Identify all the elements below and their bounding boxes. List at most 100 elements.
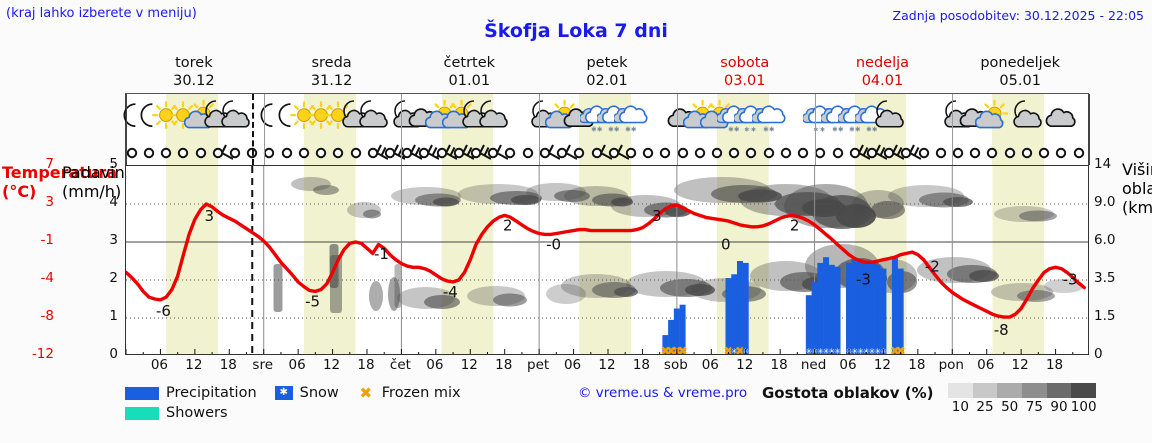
precipitation-bar: [874, 264, 881, 354]
precipitation-swatch: [125, 386, 159, 400]
temperature-point-label: -5: [305, 293, 320, 311]
copyright-link[interactable]: © vreme.us & vreme.pro: [578, 385, 748, 401]
svg-text:✱✱: ✱✱: [728, 125, 740, 133]
legend: Precipitation ✱ Snow ✖ Frozen mix Shower…: [125, 383, 555, 423]
wind-barb-calm: [134, 142, 164, 164]
frozen-mix-icon: ✖: [359, 383, 373, 402]
wind-barb-calm: [926, 142, 956, 164]
precipitation-bar: [880, 268, 887, 354]
precip-tick: 3: [109, 232, 118, 248]
svg-text:✱✱: ✱✱: [625, 125, 637, 133]
cloud-density-ramp: [948, 383, 1097, 398]
precipitation-bar: [868, 262, 875, 354]
time-tick-label: sob: [663, 357, 688, 373]
wind-barb: [840, 142, 871, 164]
svg-text:✱✱: ✱✱: [608, 125, 620, 133]
cloud-density-ramp-cell: [1071, 383, 1097, 398]
cloud-tick: 9.0: [1094, 194, 1116, 210]
last-update-label: Zadnja posodobitev: 30.12.2025 - 22:05: [892, 8, 1144, 23]
precip-tick: 0: [109, 346, 118, 362]
wind-barb-calm: [495, 142, 525, 164]
day-separator: [814, 94, 816, 165]
weather-icon-sun: [149, 96, 183, 138]
time-tick-label: 12: [873, 357, 892, 373]
day-separator: [1089, 94, 1090, 165]
wind-barb-calm: [272, 142, 302, 164]
wind-barb-calm: [823, 142, 853, 164]
weather-icon-cloud-snow: ✱✱: [612, 96, 648, 138]
precipitation-bar: [805, 295, 812, 354]
day-name: torek: [175, 55, 213, 72]
temperature-point-label: -1: [374, 245, 389, 263]
time-tick-label: pon: [938, 357, 964, 373]
legend-snow: ✱ Snow: [274, 385, 339, 401]
legend-frozen-mix-label: Frozen mix: [381, 385, 461, 401]
weather-icons-row: ✱✱ ✱✱ ✱✱ ✱✱ ✱·✱ ✱✱ ✱·✱ ✱✱ ✱✱ ✱✱: [123, 94, 1088, 140]
cloud-tick: 0: [1094, 346, 1103, 362]
wind-barb: [857, 142, 888, 164]
wind-barb-calm: [771, 142, 801, 164]
cloud-density-tick: 90: [1050, 399, 1068, 415]
precip-tick: 2: [109, 270, 118, 286]
wind-barb-calm: [719, 142, 749, 164]
wind-barb-calm: [151, 142, 181, 164]
cloud-density-blob: [1044, 279, 1084, 293]
precipitation-bar: [823, 257, 830, 354]
temperature-point-label: -2: [925, 258, 940, 276]
legend-precipitation: Precipitation: [125, 385, 257, 401]
precipitation-bar: [679, 304, 686, 354]
temperature-point-label: 2: [503, 217, 513, 235]
weather-icon-moon-cloud: [476, 96, 510, 138]
night-band: [992, 166, 1045, 354]
svg-text:✱✱: ✱✱: [866, 125, 878, 133]
cloud-density-blob: [611, 197, 633, 207]
cloud-density-ramp-cell: [948, 383, 973, 398]
cloud-density-tick: 75: [1025, 399, 1043, 415]
temp-tick: -1: [40, 232, 54, 248]
precipitation-bar: [811, 281, 818, 354]
cloud-density-blob: [313, 185, 339, 195]
wind-barb-calm: [788, 142, 818, 164]
cloud-tick: 6.0: [1094, 232, 1116, 248]
wind-barbs-row: [126, 140, 1088, 165]
time-tick-label: 18: [1045, 357, 1064, 373]
wind-barb-calm: [960, 142, 990, 164]
time-tick-label: 18: [770, 357, 788, 373]
legend-precipitation-label: Precipitation: [166, 385, 257, 401]
weather-icon-sun-cloud: [975, 96, 1009, 138]
time-tick-label: ned: [800, 357, 827, 373]
precipitation-bar: [897, 268, 904, 354]
snow-marker: ✳: [823, 347, 830, 355]
day-name: ponedeljek: [980, 55, 1061, 72]
weather-icon-cloud-snow: ✱✱: [853, 96, 889, 138]
weather-icon-moon: [132, 96, 166, 138]
time-tick-label: 12: [185, 357, 203, 373]
svg-text:✱·✱: ✱·✱: [813, 126, 825, 133]
wind-barb: [358, 142, 389, 164]
weather-icon-sun: [321, 96, 355, 138]
snow-marker: ✳: [851, 347, 858, 355]
snow-marker: ✳: [805, 347, 812, 355]
time-tick-label: 06: [426, 357, 444, 373]
wind-barb-calm: [702, 142, 732, 164]
snow-marker: ✳: [817, 347, 824, 355]
time-tick-label: sre: [252, 357, 273, 373]
weather-icon-moon-cloud: [218, 96, 252, 138]
day-header-četrtek: četrtek 01.01: [400, 52, 538, 93]
day-header-torek: torek 30.12: [125, 52, 263, 93]
weather-icon-moon-cloud: [339, 96, 373, 138]
wind-barb-calm: [754, 142, 784, 164]
cloud-tick: 14: [1094, 156, 1112, 172]
svg-text:✱·✱: ✱·✱: [745, 126, 757, 133]
frozen-mix-marker: ✖: [890, 344, 900, 355]
cloud-density-blob: [685, 284, 715, 296]
wind-barb-calm: [168, 142, 198, 164]
temperature-point-label: -8: [994, 321, 1009, 339]
precipitation-bar: [863, 261, 870, 354]
day-date: 04.01: [861, 72, 904, 89]
temperature-line: [126, 202, 1086, 319]
cloud-density-blob: [969, 270, 999, 282]
cloud-density-blob: [738, 189, 782, 203]
precip-tick: 5: [109, 156, 118, 172]
cloud-density-blob: [1019, 210, 1057, 222]
